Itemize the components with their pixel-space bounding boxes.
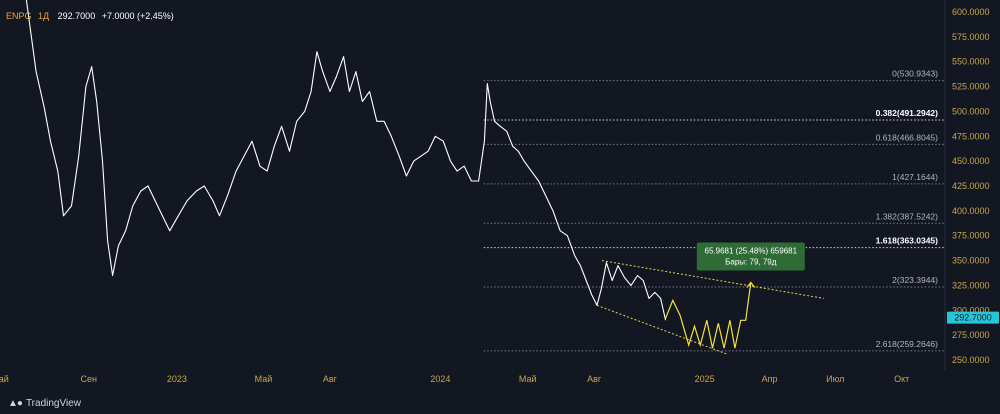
fib-level-label: 1(427.1644) <box>892 172 938 182</box>
x-tick-label: Июл <box>826 374 844 384</box>
fib-level-label: 2.618(259.2646) <box>876 339 939 349</box>
y-tick-label: 250.0000 <box>952 355 990 365</box>
y-tick-label: 350.0000 <box>952 256 990 266</box>
y-tick-label: 500.0000 <box>952 106 990 116</box>
x-tick-label: 2025 <box>695 374 715 384</box>
last-price-label: 292.7000 <box>57 11 96 21</box>
wedge-trend-line <box>602 260 824 299</box>
x-tick-label: Апр <box>762 374 778 384</box>
y-tick-label: 375.0000 <box>952 231 990 241</box>
x-tick-label: Авг <box>323 374 338 384</box>
x-tick-label: Сен <box>81 374 98 384</box>
interval-label[interactable]: 1Д <box>38 11 50 21</box>
tradingview-logo-icon: ▲● <box>8 398 23 409</box>
plot-area: 0(530.9343) 0.382(491.2942) 0.618(466.8045… <box>25 0 945 355</box>
x-tick-label: Май <box>0 374 9 384</box>
y-tick-label: 325.0000 <box>952 280 990 290</box>
brand[interactable]: ▲● TradingView <box>8 398 81 409</box>
measure-line-1: 65.9681 (25.48%) 659681 <box>705 246 798 255</box>
y-tick-label: 475.0000 <box>952 131 990 141</box>
x-tick-label: Окт <box>894 374 909 384</box>
x-tick-label: 2024 <box>430 374 450 384</box>
y-tick-label: 400.0000 <box>952 206 990 216</box>
y-tick-label: 300.0000 <box>952 305 990 315</box>
price-line <box>25 0 667 321</box>
chart-header: ENPG 1Д 292.7000 +7.0000 (+2.45%) <box>6 11 174 21</box>
fib-level-label: 1.382(387.5242) <box>876 211 939 221</box>
symbol-label[interactable]: ENPG <box>6 11 32 21</box>
y-tick-label: 450.0000 <box>952 156 990 166</box>
wedge-trend-line <box>596 304 728 355</box>
fib-level-label: 2(323.3944) <box>892 275 938 285</box>
y-tick-label: 275.0000 <box>952 330 990 340</box>
brand-name: TradingView <box>25 398 81 409</box>
y-tick-label: 425.0000 <box>952 181 990 191</box>
x-tick-label: Авг <box>587 374 602 384</box>
fib-level-label: 0.382(491.2942) <box>876 108 939 118</box>
y-tick-label: 575.0000 <box>952 32 990 42</box>
measure-box <box>696 242 805 271</box>
x-tick-label: Май <box>255 374 273 384</box>
last-price-marker-label: 292.7000 <box>954 313 992 323</box>
fib-level-label: 0(530.9343) <box>892 69 938 79</box>
price-change-label: +7.0000 (+2.45%) <box>101 11 174 21</box>
last-price-marker <box>947 311 999 324</box>
y-tick-label: 550.0000 <box>952 57 990 67</box>
projection-path <box>665 282 752 349</box>
measure-line-2: Бары: 79, 79д <box>725 257 777 266</box>
y-tick-label: 600.0000 <box>952 7 990 17</box>
projection-arrow-icon <box>746 281 756 288</box>
y-tick-label: 525.0000 <box>952 82 990 92</box>
x-tick-label: 2023 <box>167 374 187 384</box>
x-tick-label: Май <box>519 374 537 384</box>
fib-level-label: 0.618(466.8045) <box>876 132 939 142</box>
fib-level-label: 1.618(363.0345) <box>876 236 939 246</box>
